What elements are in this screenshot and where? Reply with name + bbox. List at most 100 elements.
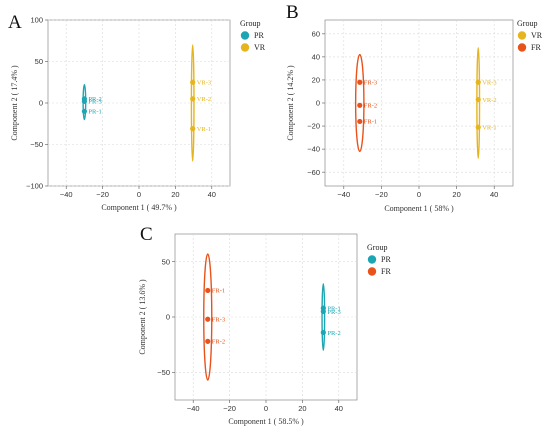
- point-label: VR-1: [482, 125, 496, 132]
- y-tick-label: −40: [307, 145, 320, 154]
- legend: Group PR VR: [240, 19, 266, 52]
- x-tick-label: 0: [137, 190, 141, 199]
- y-tick-label: 60: [312, 29, 320, 38]
- data-point: [205, 316, 211, 322]
- legend: Group PR FR: [367, 243, 391, 276]
- point-label: FR-3: [364, 80, 377, 87]
- panel-letter: B: [286, 2, 299, 23]
- y-tick-label: 0: [39, 99, 43, 108]
- point-label: VR-2: [482, 97, 496, 104]
- point-label: VR-3: [197, 80, 211, 87]
- data-point: [320, 308, 326, 315]
- y-tick-label: 40: [312, 52, 320, 61]
- data-point: [205, 287, 211, 294]
- legend-swatch: [240, 43, 250, 52]
- y-tick-label: −60: [307, 168, 320, 177]
- x-tick-label: −20: [96, 190, 109, 199]
- legend-entry-label: FR: [381, 267, 391, 276]
- legend-swatch: [367, 255, 377, 264]
- legend-swatch: [517, 31, 527, 40]
- y-tick-label: −20: [307, 122, 320, 131]
- x-tick-label: 0: [264, 404, 268, 413]
- data-point: [357, 102, 363, 108]
- y-tick-label: 50: [35, 57, 43, 66]
- series-fr: FR-1 FR-3 FR-2: [203, 253, 225, 381]
- x-tick-label: −40: [337, 190, 350, 199]
- panel-letter: A: [8, 12, 22, 33]
- legend-entry-label: PR: [254, 31, 264, 40]
- x-tick-label: −40: [60, 190, 73, 199]
- data-point: [190, 79, 196, 85]
- x-tick-label: 40: [335, 404, 343, 413]
- point-label: FR-3: [212, 317, 225, 324]
- confidence-ellipse: [476, 46, 481, 160]
- y-axis-title: Component 2 ( 17.4% ): [10, 65, 19, 141]
- point-label: FR-2: [212, 339, 225, 346]
- data-point: [81, 98, 87, 104]
- x-tick-label: 40: [490, 190, 498, 199]
- legend-title: Group: [517, 19, 537, 28]
- data-point: [475, 79, 481, 85]
- data-point: [475, 124, 481, 130]
- point-label: VR-1: [197, 126, 211, 133]
- legend-swatch: [367, 267, 377, 276]
- legend-entry-label: PR: [381, 255, 391, 264]
- x-tick-label: 20: [452, 190, 460, 199]
- panel-letter: C: [140, 224, 153, 245]
- y-tick-label: 100: [30, 16, 43, 25]
- y-tick-label: 0: [316, 99, 320, 108]
- data-point: [205, 338, 211, 344]
- point-label: VR-2: [197, 96, 211, 103]
- confidence-ellipse: [321, 283, 326, 351]
- data-point: [190, 126, 196, 132]
- y-tick-label: −50: [30, 140, 43, 149]
- x-tick-label: −40: [187, 404, 200, 413]
- data-point: [190, 96, 196, 102]
- point-label: PR-3: [327, 309, 340, 316]
- legend-entry-label: VR: [531, 31, 543, 40]
- chart-panel-c: C −40 −20 0 20 40 −50 0 50 Component 1 ( 58.5% ) C…: [138, 224, 391, 426]
- legend-swatch: [240, 31, 250, 40]
- x-tick-label: −20: [223, 404, 236, 413]
- point-label: PR-2: [327, 330, 340, 337]
- x-tick-label: 0: [417, 190, 421, 199]
- x-axis-title: Component 1 ( 58% ): [384, 204, 454, 213]
- y-tick-label: 20: [312, 76, 320, 85]
- legend: Group VR FR: [517, 19, 543, 52]
- legend-title: Group: [367, 243, 387, 252]
- point-label: FR-2: [364, 103, 377, 110]
- y-axis-title: Component 2 ( 13.6% ): [138, 279, 147, 355]
- chart-panel-b: B −40 −20 0 20 40 −60 −40 −20 0 20 40 60 Component 1 …: [286, 2, 543, 213]
- confidence-ellipse: [354, 53, 365, 153]
- series-pr: PR-2PR-3 PR-1: [81, 84, 102, 121]
- x-tick-label: 40: [208, 190, 216, 199]
- series-fr: FR-3 FR-2 FR-1: [354, 53, 377, 153]
- point-label: VR-3: [482, 80, 496, 87]
- chart-panel-a: A −40 −20 0 20 40 −100 −50 0 50 100 Component 1 ( 4…: [8, 12, 266, 212]
- point-label: PR-2: [88, 96, 101, 103]
- data-point: [320, 329, 326, 336]
- y-tick-label: −100: [26, 182, 43, 191]
- series-vr: VR-3 VR-2 VR-1: [475, 46, 497, 160]
- point-label: FR-1: [212, 288, 225, 295]
- y-tick-label: 0: [166, 313, 170, 322]
- data-point: [357, 79, 363, 85]
- data-point: [357, 118, 363, 125]
- confidence-ellipse: [190, 44, 195, 162]
- x-tick-label: −20: [375, 190, 388, 199]
- legend-entry-label: VR: [254, 43, 266, 52]
- y-axis-title: Component 2 ( 14.2% ): [286, 65, 295, 141]
- point-label: FR-1: [364, 119, 377, 126]
- plot-area: [47, 19, 231, 187]
- confidence-ellipse: [203, 253, 213, 381]
- y-tick-label: 50: [162, 257, 170, 266]
- data-point: [81, 108, 87, 114]
- y-tick-label: −50: [157, 368, 170, 377]
- legend-entry-label: FR: [531, 43, 541, 52]
- point-label: PR-3: [88, 99, 101, 106]
- series-vr: VR-3 VR-2 VR-1: [190, 44, 211, 162]
- data-point: [475, 96, 481, 103]
- x-axis-title: Component 1 ( 58.5% ): [228, 417, 304, 426]
- x-tick-label: 20: [171, 190, 179, 199]
